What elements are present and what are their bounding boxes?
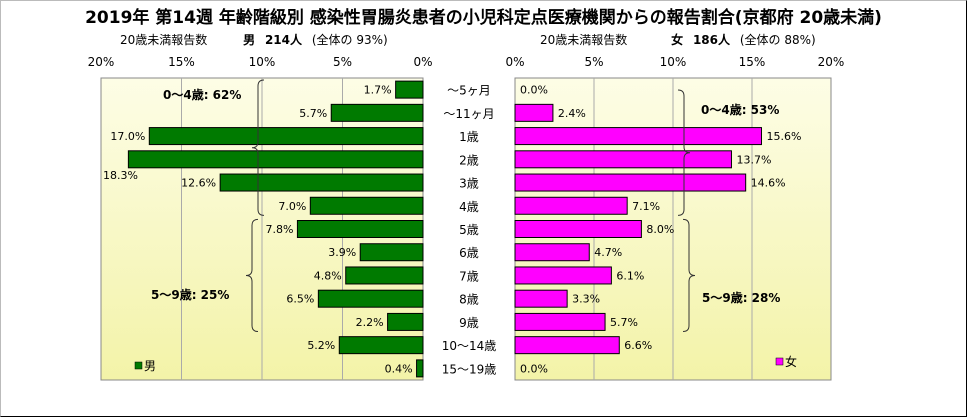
female-value-label: 7.1%	[632, 200, 660, 213]
male-header-label: 20歳未満報告数	[120, 33, 208, 47]
male-x-tick-label: 20%	[88, 55, 115, 69]
female-legend-swatch	[775, 357, 784, 366]
female-header: 20歳未満報告数 女 186人 (全体の 88%)	[540, 31, 816, 48]
female-value-label: 0.0%	[520, 84, 548, 97]
male-bar	[330, 103, 424, 122]
male-value-label: 18.3%	[103, 169, 138, 182]
female-bar	[514, 196, 628, 215]
male-x-tick-label: 15%	[168, 55, 195, 69]
male-value-label: 17.0%	[110, 130, 145, 143]
category-label: 8歳	[459, 293, 479, 307]
female-value-label: 5.7%	[610, 316, 638, 329]
male-value-label: 5.7%	[299, 107, 327, 120]
male-header-share: (全体の 93%)	[311, 33, 388, 47]
male-bar	[219, 173, 424, 192]
male-group-0-4-label: 0～4歳: 62%	[163, 87, 241, 102]
category-label: 10～14歳	[442, 339, 497, 353]
female-value-label: 8.0%	[646, 223, 674, 236]
female-x-tick-label: 0%	[505, 55, 524, 69]
male-bar	[148, 127, 424, 146]
male-x-tick-label: 5%	[333, 55, 352, 69]
female-legend-label: 女	[785, 354, 797, 369]
female-x-tick-label: 5%	[584, 55, 603, 69]
female-header-sex: 女	[671, 33, 684, 47]
male-bar	[309, 196, 424, 215]
chart-title: 2019年 第14週 年齢階級別 感染性胃腸炎患者の小児科定点医療機関からの報告…	[85, 8, 882, 28]
male-value-label: 0.4%	[385, 362, 413, 375]
female-value-label: 6.6%	[624, 339, 652, 352]
female-bar	[514, 173, 747, 192]
female-x-tick-label: 20%	[818, 55, 845, 69]
category-label: 3歳	[459, 177, 479, 191]
category-label: 6歳	[459, 246, 479, 260]
male-legend-swatch	[134, 361, 143, 370]
female-x-tick-label: 15%	[739, 55, 766, 69]
male-header-count: 214人	[264, 33, 303, 47]
female-value-label: 2.4%	[558, 107, 586, 120]
female-brace-0-4	[677, 89, 691, 216]
female-header-label: 20歳未満報告数	[540, 33, 628, 47]
category-label: 15～19歳	[442, 362, 497, 376]
male-header-sex: 男	[243, 33, 256, 47]
category-label: 1歳	[459, 130, 479, 144]
male-value-label: 7.8%	[265, 223, 293, 236]
female-header-count: 186人	[692, 33, 731, 47]
female-bar	[514, 266, 612, 285]
female-group-0-4-label: 0～4歳: 53%	[701, 102, 779, 117]
male-bar	[296, 220, 424, 238]
female-group-5-9-label: 5～9歳: 28%	[702, 290, 780, 305]
female-bar	[514, 312, 606, 331]
category-label: 4歳	[459, 200, 479, 214]
male-value-label: 4.8%	[314, 269, 342, 282]
male-bar	[338, 336, 424, 355]
female-value-label: 15.6%	[766, 130, 801, 143]
male-header: 20歳未満報告数 男 214人 (全体の 93%)	[120, 31, 388, 48]
male-value-label: 1.7%	[364, 84, 392, 97]
male-x-tick-label: 0%	[413, 55, 432, 69]
male-bar	[395, 80, 424, 99]
female-x-tick-label: 10%	[660, 55, 687, 69]
category-label: ～5ヶ月	[447, 84, 491, 98]
category-label: 5歳	[459, 223, 479, 237]
male-value-label: 2.2%	[356, 316, 384, 329]
female-bar	[514, 243, 590, 262]
female-bar	[514, 220, 642, 238]
male-bar	[416, 359, 424, 378]
female-bar	[514, 150, 732, 169]
category-label: 2歳	[459, 153, 479, 167]
female-value-label: 4.7%	[594, 246, 622, 259]
category-label: 7歳	[459, 269, 479, 283]
female-value-label: 3.3%	[572, 293, 600, 306]
male-value-label: 3.9%	[328, 246, 356, 259]
female-bar	[514, 127, 762, 146]
female-header-share: (全体の 88%)	[739, 33, 816, 47]
category-label: ～11ヶ月	[443, 107, 494, 121]
male-legend-label: 男	[144, 359, 156, 373]
female-value-label: 0.0%	[520, 362, 548, 375]
female-bar	[514, 289, 568, 308]
male-bar	[387, 312, 424, 331]
male-value-label: 7.0%	[278, 200, 306, 213]
male-value-label: 6.5%	[286, 293, 314, 306]
male-x-tick-label: 10%	[249, 55, 276, 69]
female-brace-5-9	[682, 218, 696, 333]
male-brace-0-4	[251, 79, 265, 216]
male-bar	[127, 150, 424, 169]
female-value-label: 13.7%	[736, 153, 771, 166]
male-bar	[359, 243, 424, 262]
male-bar	[345, 266, 424, 285]
category-label: 9歳	[459, 316, 479, 330]
female-bar	[514, 103, 554, 122]
male-group-5-9-label: 5～9歳: 25%	[151, 287, 229, 302]
male-brace-5-9	[245, 218, 259, 333]
male-value-label: 12.6%	[181, 177, 216, 190]
female-value-label: 6.1%	[616, 269, 644, 282]
female-value-label: 14.6%	[751, 177, 786, 190]
male-value-label: 5.2%	[307, 339, 335, 352]
female-bar	[514, 336, 620, 355]
male-bar	[317, 289, 424, 308]
